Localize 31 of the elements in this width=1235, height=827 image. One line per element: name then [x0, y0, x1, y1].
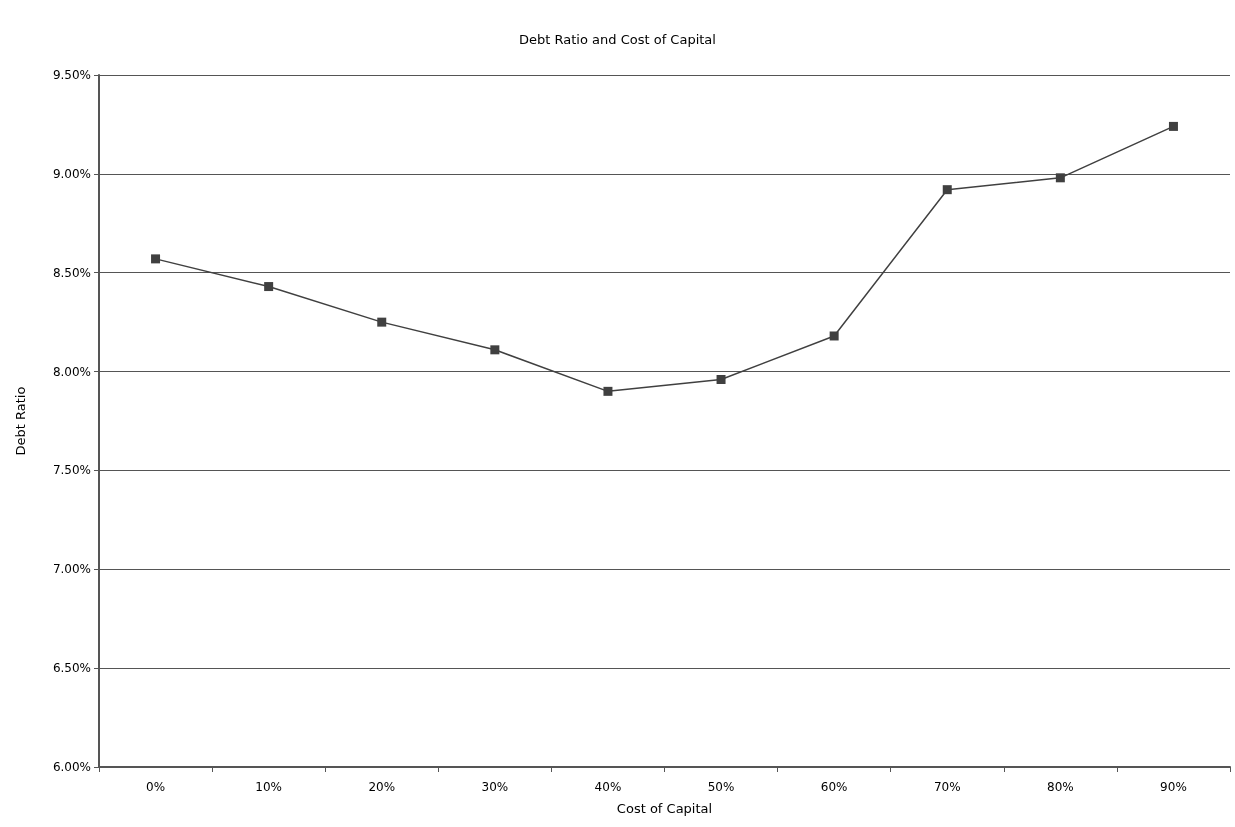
y-tick-label: 7.00% [52, 562, 91, 577]
x-axis-title: Cost of Capital [616, 801, 713, 816]
point [1168, 121, 1178, 131]
y-tick-label: 8.00% [52, 364, 91, 379]
x-tick-label: 70% [933, 780, 961, 794]
y-axis-title: Debt Ratio [13, 386, 28, 456]
y-tick-label: 7.50% [52, 463, 91, 478]
point [377, 317, 387, 327]
x-tick-label: 50% [707, 780, 735, 794]
y-tick-label: 6.50% [52, 661, 91, 676]
x-tick-label: 30% [481, 780, 509, 794]
point [490, 345, 500, 355]
x-tick-label: 10% [255, 780, 282, 794]
y-tick-label: 9.50% [52, 68, 91, 82]
point [603, 386, 613, 396]
x-tick-label: 40% [594, 780, 622, 794]
x-tick-label: 20% [368, 780, 396, 794]
y-tick-label: 6.00% [52, 760, 91, 774]
point [1055, 173, 1065, 183]
y-tick-label: 8.50% [52, 265, 91, 280]
point [829, 331, 839, 341]
x-tick-label: 60% [820, 780, 848, 794]
point [151, 254, 161, 264]
x-tick-label: 80% [1047, 780, 1074, 794]
point [264, 282, 274, 292]
point [942, 185, 952, 195]
x-tick-label: 90% [1160, 780, 1187, 794]
point [716, 374, 726, 384]
x-tick-label: 0% [146, 780, 166, 794]
chart-title: Debt Ratio and Cost of Capital [519, 32, 716, 47]
y-tick-label: 9.00% [52, 166, 91, 181]
